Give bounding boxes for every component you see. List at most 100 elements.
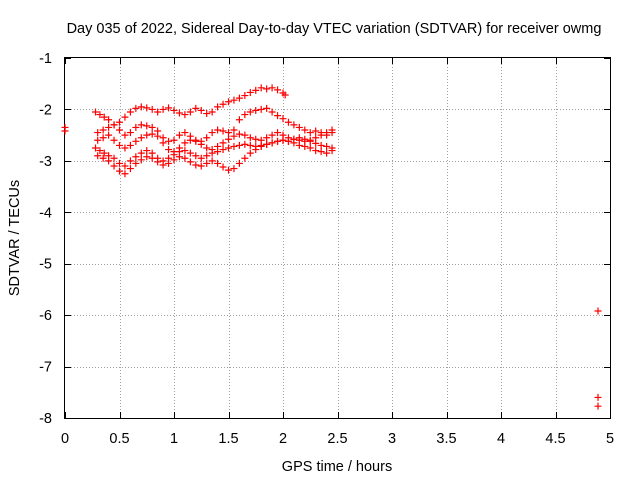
data-point	[274, 86, 282, 94]
data-point	[116, 118, 123, 126]
data-point	[116, 167, 123, 175]
data-point	[99, 154, 107, 162]
data-point	[105, 123, 113, 131]
data-point	[181, 154, 189, 162]
data-point	[323, 149, 331, 157]
data-point	[170, 156, 178, 164]
data-point	[148, 154, 156, 162]
x-tick-label: 1.5	[218, 431, 238, 447]
data-point	[594, 393, 602, 401]
data-point	[110, 162, 118, 170]
data-point	[143, 122, 151, 130]
data-point	[126, 108, 134, 116]
y-axis-label: SDTVAR / TECUs	[7, 180, 23, 296]
data-point	[219, 127, 227, 135]
data-point	[100, 113, 108, 121]
data-point	[246, 149, 254, 157]
data-point	[192, 152, 200, 160]
data-point	[257, 142, 265, 150]
data-point	[230, 165, 238, 173]
data-point	[186, 149, 194, 157]
data-point	[154, 132, 162, 140]
x-tick-label: 0.5	[109, 431, 129, 447]
data-point	[203, 144, 211, 152]
data-point	[159, 139, 167, 147]
data-point	[268, 131, 276, 139]
data-point	[154, 158, 162, 166]
data-point	[252, 86, 260, 94]
y-axis-tick-labels: -8 -7 -6 -5 -4 -3 -2 -1	[39, 51, 52, 427]
data-point	[323, 142, 331, 150]
data-point	[165, 104, 173, 112]
data-point	[241, 111, 249, 119]
data-point	[246, 88, 254, 96]
data-point	[263, 140, 271, 148]
data-point	[186, 136, 194, 144]
data-point	[170, 136, 178, 144]
data-point	[143, 104, 151, 112]
data-point	[323, 129, 331, 137]
data-point	[246, 141, 254, 149]
data-point	[165, 137, 173, 145]
data-point	[96, 111, 104, 119]
x-tick-label: 2	[279, 431, 287, 447]
data-point	[235, 159, 243, 167]
data-point	[192, 161, 200, 169]
data-point	[137, 149, 145, 157]
x-tick-label: 4	[497, 431, 505, 447]
data-point	[105, 157, 113, 165]
data-point	[132, 159, 140, 167]
data-point	[274, 137, 282, 145]
data-point	[301, 142, 309, 150]
y-tick-label: -7	[39, 360, 52, 376]
data-point	[312, 147, 320, 155]
data-point	[241, 140, 249, 148]
data-point	[284, 137, 292, 145]
data-point	[328, 144, 336, 152]
x-tick-label: 0	[61, 431, 69, 447]
data-point	[94, 136, 102, 144]
data-point	[132, 153, 140, 161]
data-point	[317, 131, 325, 139]
data-point	[214, 148, 222, 156]
data-point	[94, 129, 102, 137]
data-point	[290, 121, 298, 129]
data-point	[148, 123, 156, 131]
data-points	[61, 84, 602, 410]
data-point	[263, 85, 271, 93]
data-point	[214, 159, 222, 167]
data-point	[219, 146, 227, 154]
data-point	[274, 112, 282, 120]
data-point	[121, 144, 129, 152]
data-point	[143, 153, 151, 161]
data-point	[241, 92, 249, 100]
data-point	[197, 162, 205, 170]
data-point	[241, 131, 249, 139]
x-tick-label: 5	[606, 431, 614, 447]
series-track-lower-b	[94, 134, 336, 178]
data-point	[279, 115, 287, 123]
data-point	[214, 126, 222, 134]
data-point	[116, 126, 123, 134]
data-point	[110, 121, 118, 129]
data-point	[186, 108, 194, 116]
x-tick-label: 1	[170, 431, 178, 447]
data-point	[154, 108, 162, 116]
data-point	[126, 157, 134, 165]
data-point	[594, 402, 602, 410]
data-point	[252, 146, 260, 154]
data-point	[99, 134, 107, 142]
data-point	[306, 129, 314, 137]
data-point	[175, 109, 183, 117]
data-point	[295, 134, 303, 142]
data-point	[132, 137, 140, 145]
data-point	[203, 110, 211, 118]
data-point	[252, 106, 260, 114]
data-point	[159, 105, 167, 113]
data-point	[192, 137, 200, 145]
data-point	[192, 104, 200, 112]
data-point	[230, 132, 238, 140]
data-point	[197, 106, 205, 114]
data-point	[116, 159, 123, 167]
data-point	[181, 129, 189, 137]
